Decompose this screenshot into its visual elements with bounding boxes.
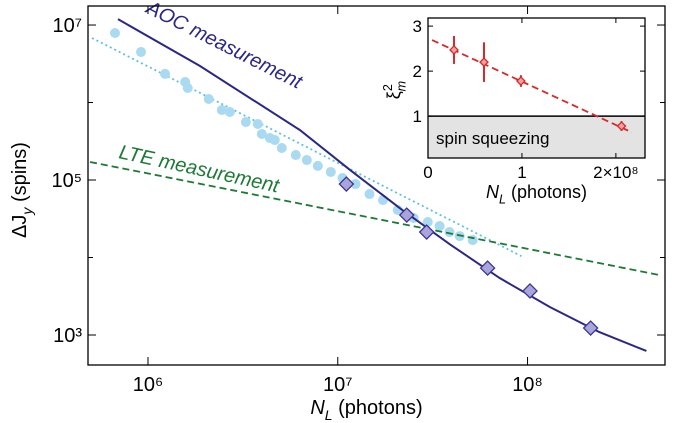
point <box>312 160 323 171</box>
point <box>479 260 496 277</box>
point <box>434 220 445 231</box>
point <box>224 107 235 118</box>
point <box>377 195 388 206</box>
point <box>522 283 538 299</box>
y-tick-label: 1 <box>413 107 422 126</box>
axis-label: ΔJy (spins) <box>9 142 35 238</box>
point <box>216 105 227 116</box>
point <box>616 121 627 131</box>
point <box>479 57 489 68</box>
axis-subscript: L <box>325 407 333 423</box>
point <box>276 142 287 153</box>
x-tick-label: 2×10⁸ <box>593 163 638 182</box>
axis-text: (spins) <box>9 142 31 208</box>
point <box>398 207 415 223</box>
axis-label: NL (photons) <box>486 182 587 206</box>
axis-symbol: N <box>310 397 325 419</box>
axis-subscript: m <box>394 81 408 92</box>
point <box>240 117 251 128</box>
point <box>136 46 147 57</box>
plot-frame <box>87 5 666 366</box>
point <box>182 82 193 93</box>
axis-label: NL (photons) <box>310 397 422 423</box>
point <box>449 45 459 55</box>
point <box>515 76 526 86</box>
axis-text: (photons) <box>333 397 423 419</box>
point <box>203 94 214 105</box>
x-tick-label: 10⁶ <box>133 374 163 396</box>
x-tick-label: 0 <box>423 163 432 182</box>
y-tick-label: 10³ <box>53 325 82 347</box>
line <box>117 18 647 352</box>
y-tick-label: 3 <box>413 17 422 36</box>
point <box>269 135 280 146</box>
point <box>252 119 263 130</box>
x-tick-label: 1 <box>517 163 526 182</box>
point <box>290 150 301 161</box>
region <box>428 116 645 158</box>
axis-superscript: 2 <box>381 84 395 91</box>
axis-label: ξ2m <box>381 81 409 99</box>
point <box>325 166 336 177</box>
line <box>89 161 660 276</box>
y-tick-label: 10⁵ <box>51 170 82 192</box>
point <box>364 189 375 200</box>
axis-subscript: L <box>499 192 506 206</box>
x-tick-label: 10⁷ <box>323 374 352 396</box>
axis-symbol: ξ <box>384 91 404 99</box>
axis-symbol: ΔJ <box>9 215 31 238</box>
y-tick-label: 10⁷ <box>53 15 82 37</box>
point <box>109 28 120 39</box>
y-tick-label: 2 <box>413 62 422 81</box>
axis-subscript: y <box>19 207 35 216</box>
point <box>338 176 355 192</box>
point <box>444 227 455 238</box>
point <box>582 320 599 336</box>
point <box>350 179 361 190</box>
point <box>422 217 433 228</box>
point <box>256 128 267 139</box>
x-tick-label: 10⁸ <box>512 374 543 396</box>
axis-text: (photons) <box>506 182 587 202</box>
point <box>160 68 171 79</box>
plot-layer <box>428 36 645 158</box>
plot-frame <box>427 17 646 159</box>
line <box>431 39 633 134</box>
axis-symbol: N <box>486 182 500 202</box>
plot-layer <box>89 18 660 352</box>
region-label: spin squeezing <box>436 129 549 148</box>
point <box>418 224 435 240</box>
point <box>301 155 312 166</box>
